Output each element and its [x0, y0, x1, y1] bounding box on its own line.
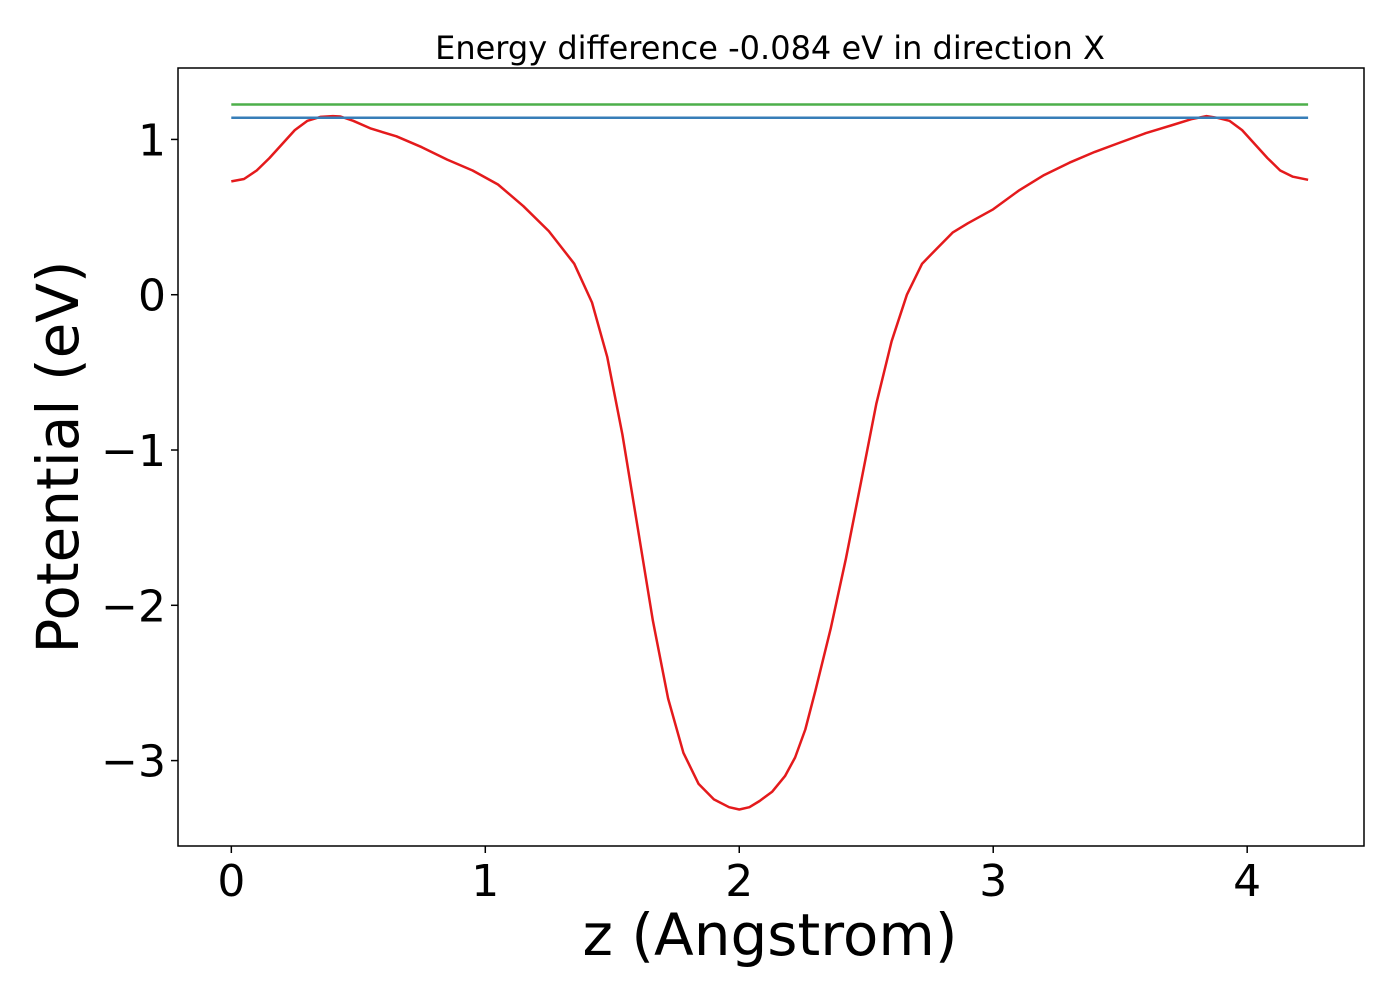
- x-axis-label: z (Angstrom): [583, 901, 958, 969]
- y-tick-label: −2: [101, 581, 166, 632]
- x-tick-label: 3: [979, 856, 1007, 907]
- y-axis-ticks: −3 −2 −1 0 1: [101, 115, 178, 788]
- y-tick-label: −3: [101, 737, 166, 788]
- plot-frame: [177, 67, 1365, 847]
- x-tick-label: 0: [217, 856, 245, 907]
- y-tick-label: 1: [138, 115, 166, 166]
- series-line-1: [231, 114, 1309, 811]
- y-axis-label: Potential (eV): [24, 260, 92, 653]
- x-tick-label: 4: [1233, 856, 1261, 907]
- plot-area: [231, 103, 1309, 811]
- chart-title: Energy difference -0.084 eV in direction…: [435, 29, 1105, 67]
- y-tick-label: −1: [101, 426, 166, 477]
- x-tick-label: 1: [471, 856, 499, 907]
- x-axis-ticks: 0 1 2 3 4: [217, 846, 1261, 907]
- y-tick-label: 0: [138, 271, 166, 322]
- x-tick-label: 2: [725, 856, 753, 907]
